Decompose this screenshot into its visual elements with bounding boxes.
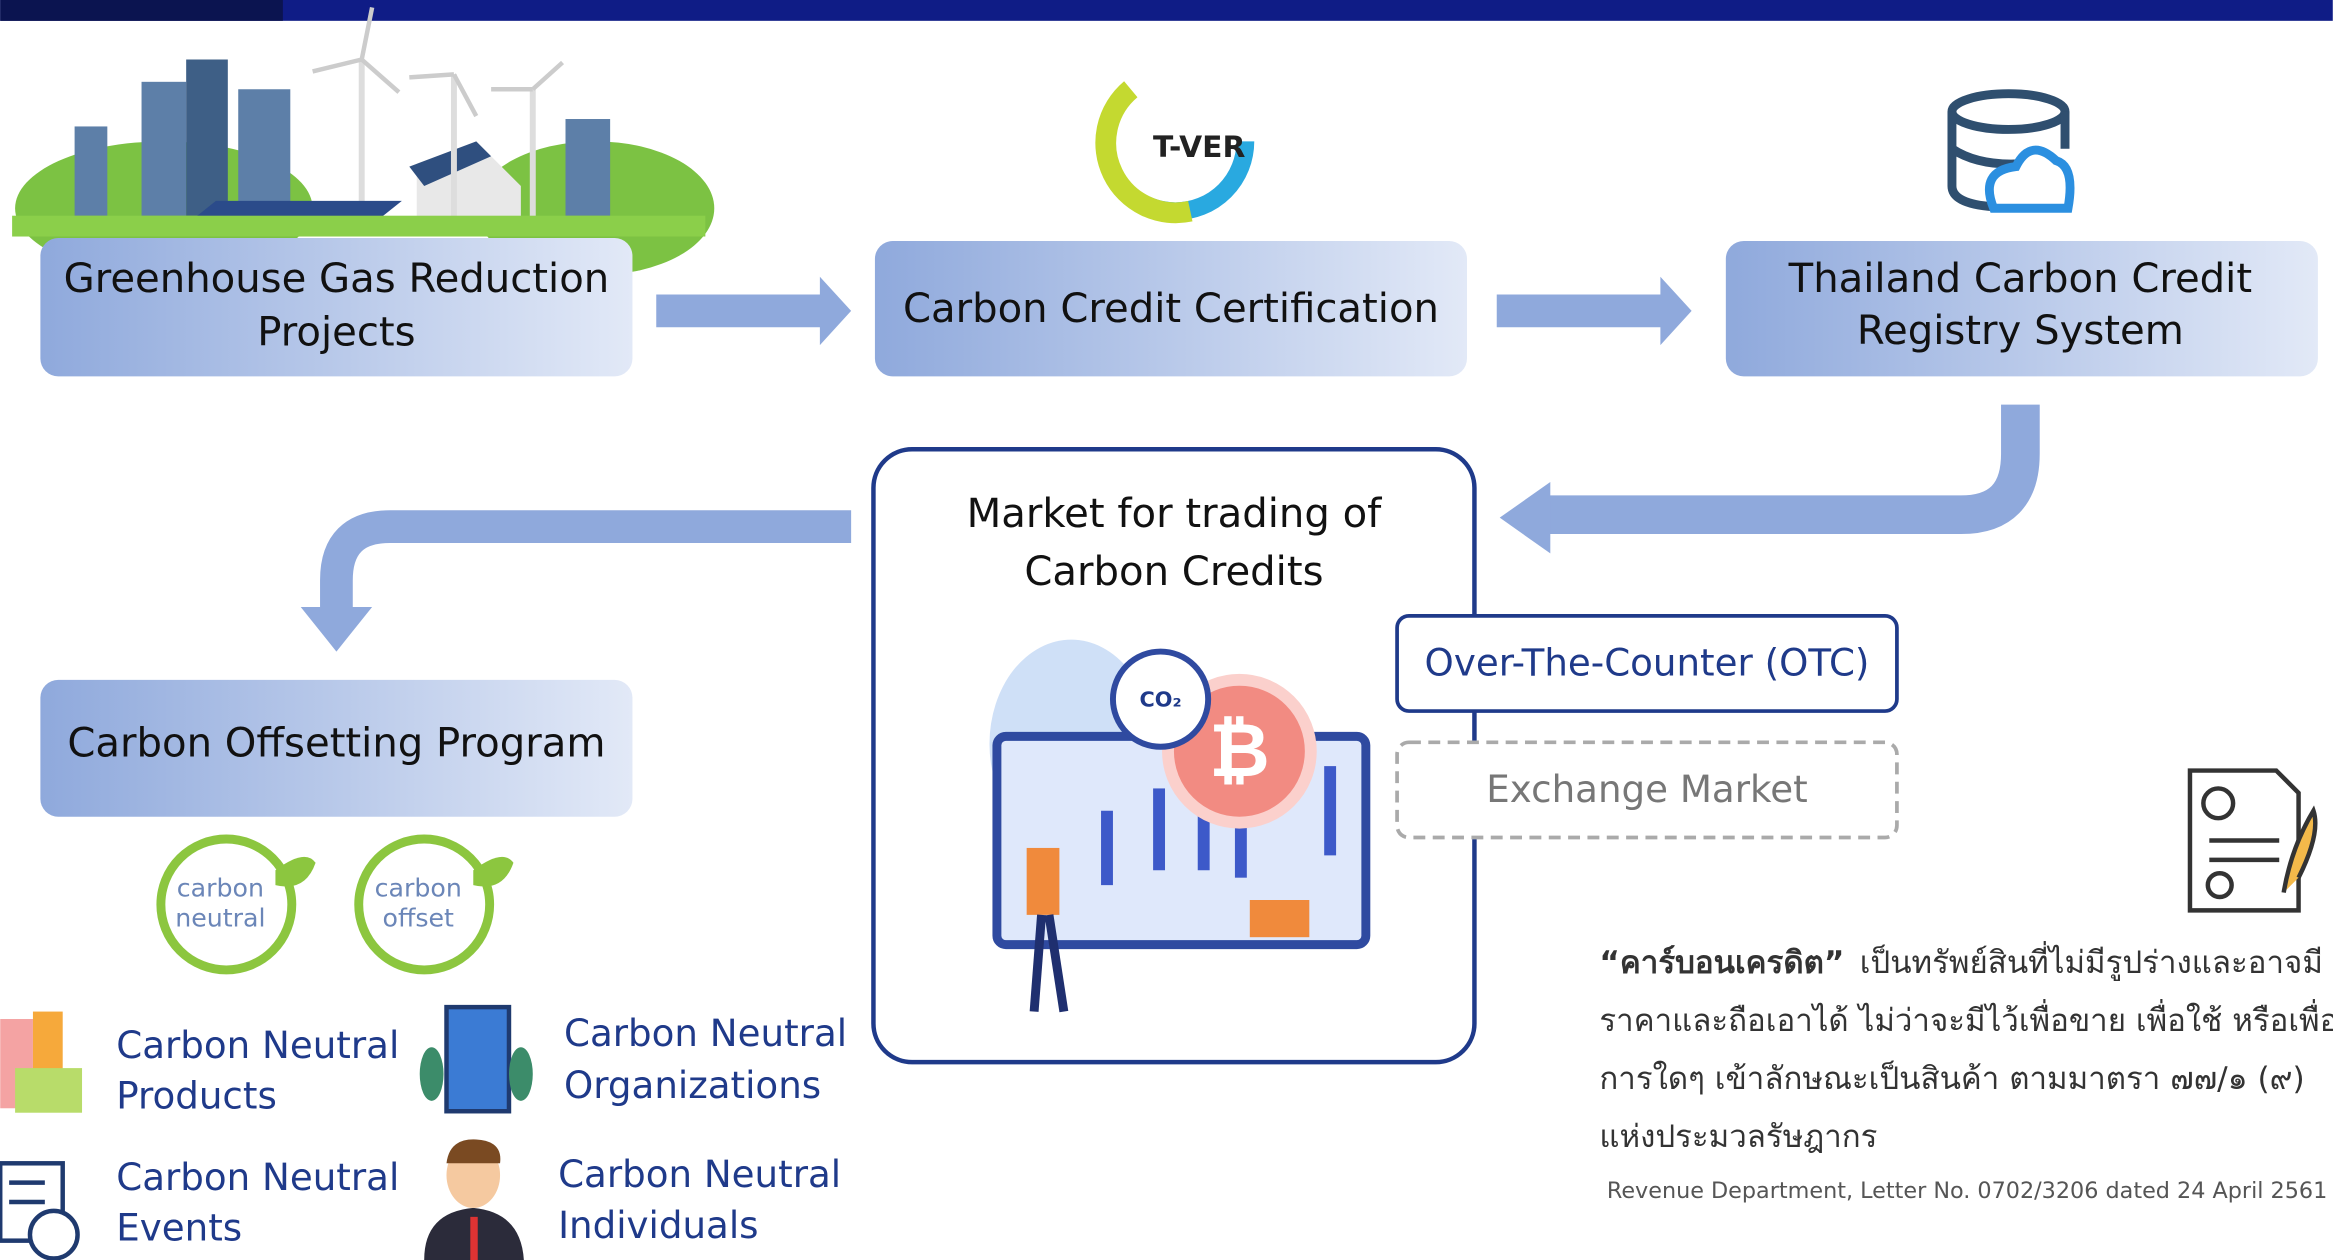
decor-rect xyxy=(186,60,228,216)
products-icon xyxy=(0,1012,82,1113)
participant-label: Products xyxy=(116,1073,277,1117)
decor-path xyxy=(275,857,315,887)
market-type-label: Over-The-Counter (OTC) xyxy=(1425,640,1870,684)
decor-line xyxy=(409,74,454,77)
decor-rect xyxy=(1324,766,1336,855)
bitcoin-symbol: ₿ xyxy=(1209,707,1270,794)
individuals-icon xyxy=(424,1139,524,1260)
node-label: Projects xyxy=(257,310,415,356)
decor-circle xyxy=(30,1211,78,1259)
logo-text: offset xyxy=(382,903,454,932)
decor-rect xyxy=(142,82,187,216)
participant-label: Carbon Neutral xyxy=(564,1011,847,1055)
definition-line: แห่งประมวลรัษฎากร xyxy=(1599,1119,1877,1155)
tver-logo: T-VER xyxy=(1106,71,1246,212)
participant-label: Carbon Neutral xyxy=(116,1023,399,1067)
decor-line xyxy=(362,60,399,93)
decor-rect xyxy=(566,119,611,216)
diagram: T-VER Greenhouse Gas Reduction Projects … xyxy=(0,0,2333,1260)
decor-rect xyxy=(1027,848,1060,915)
decor-ellipse xyxy=(509,1047,533,1101)
decor-path xyxy=(1952,149,2023,164)
node-label: Carbon Offsetting Program xyxy=(67,720,605,766)
decor-path xyxy=(447,1139,501,1163)
arrow-head xyxy=(1500,482,1551,553)
decor-rect xyxy=(1250,900,1310,937)
decor-ellipse xyxy=(420,1047,444,1101)
arrow xyxy=(656,277,851,345)
participant-label: Individuals xyxy=(558,1203,758,1247)
decor-rect xyxy=(12,216,705,237)
logo-text: carbon xyxy=(375,874,462,903)
decor-line xyxy=(454,74,476,116)
participant-label: Carbon Neutral xyxy=(558,1152,841,1196)
top-bar xyxy=(0,0,2333,21)
decor-rect xyxy=(15,1068,82,1113)
decor-line xyxy=(533,62,563,89)
participant-label: Events xyxy=(116,1206,242,1250)
definition-source: Revenue Department, Letter No. 0702/3206… xyxy=(1607,1178,2327,1204)
participant-label: Carbon Neutral xyxy=(116,1155,399,1199)
decor-path xyxy=(1989,150,2070,208)
participant-label: Organizations xyxy=(564,1063,821,1107)
definition-line: เป็นทรัพย์สินที่ไม่มีรูปร่างและอาจมี xyxy=(1860,941,2323,981)
definition-line: การใดๆ เข้าลักษณะเป็นสินค้า ตามมาตรา ๗๗/… xyxy=(1599,1060,2304,1097)
market-type-label: Exchange Market xyxy=(1486,767,1807,811)
co2-label: CO₂ xyxy=(1140,688,1182,712)
tver-label: T-VER xyxy=(1153,130,1245,165)
definition-line: ราคาและถือเอาได้ ไม่ว่าจะมีไว้เพื่อขาย เ… xyxy=(1599,999,2333,1039)
logo-text: neutral xyxy=(175,903,265,932)
events-icon xyxy=(0,1163,77,1258)
decor-rect xyxy=(75,126,108,215)
node-label: Greenhouse Gas Reduction xyxy=(64,256,610,302)
carbon-neutral-logo: carbon neutral xyxy=(161,839,316,970)
node-label: Registry System xyxy=(1857,308,2184,354)
top-bar-accent xyxy=(0,0,283,21)
decor-rect xyxy=(470,1217,477,1260)
organizations-icon xyxy=(420,1007,533,1111)
project-illustration xyxy=(12,7,714,275)
decor-path xyxy=(473,857,513,887)
decor-rect xyxy=(1101,811,1113,885)
arrow xyxy=(336,527,851,607)
decor-rect xyxy=(447,1007,509,1111)
logo-text: carbon xyxy=(177,874,264,903)
decor-ellipse xyxy=(1952,94,2065,130)
page: T-VER Greenhouse Gas Reduction Projects … xyxy=(0,0,2333,1260)
registry-icon xyxy=(1952,94,2070,209)
carbon-offset-logo: carbon offset xyxy=(359,839,514,970)
arrow-head xyxy=(301,607,372,652)
definition-term: “คาร์บอนเครดิต” xyxy=(1599,945,1844,981)
node-label: Carbon Credits xyxy=(1024,549,1323,595)
certificate-icon xyxy=(2190,771,2315,911)
decor-line xyxy=(313,60,362,72)
node-label: Carbon Credit Certification xyxy=(903,286,1439,332)
decor-rect xyxy=(238,89,290,215)
node-label: Market for trading of xyxy=(967,491,1383,537)
node-label: Thailand Carbon Credit xyxy=(1788,256,2252,302)
arrow xyxy=(1497,277,1692,345)
arrow xyxy=(1547,405,2020,515)
decor-rect xyxy=(1153,788,1165,870)
